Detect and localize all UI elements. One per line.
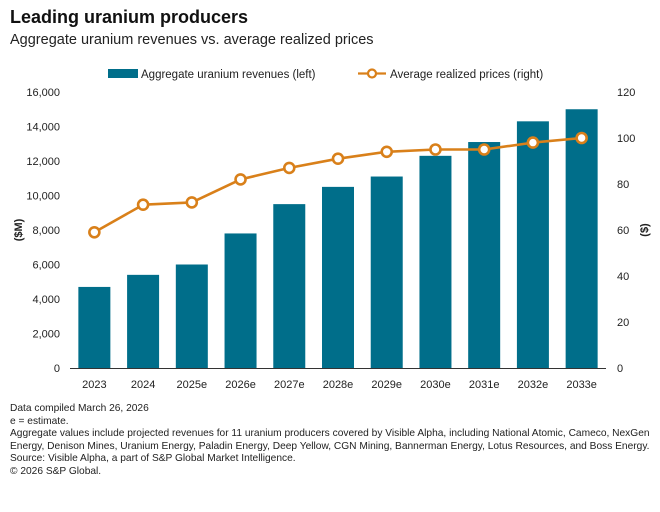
x-tick-label: 2026e [225,379,256,391]
note-aggregate: Aggregate values include projected reven… [10,428,650,452]
right-tick-label: 100 [617,133,635,145]
left-tick-label: 0 [54,363,60,375]
revenue-bar [419,155,452,368]
revenue-bar [468,142,501,368]
legend-bar-swatch [108,69,138,78]
left-tick-label: 12,000 [26,156,60,168]
left-axis-title: ($M) [13,218,25,241]
combo-chart: Aggregate uranium revenues (left) Average… [13,68,651,391]
right-axis-title: ($) [639,223,651,237]
price-point [575,131,588,145]
line-series [88,131,588,239]
right-tick-label: 120 [617,87,635,99]
right-tick-label: 60 [617,225,629,237]
left-tick-label: 2,000 [32,329,60,341]
footnotes: Data compiled March 26, 2026 e = estimat… [10,403,655,479]
revenue-bar [127,274,160,368]
x-tick-label: 2027e [274,379,305,391]
x-tick-label: 2028e [323,379,354,391]
price-point [526,136,540,149]
left-tick-label: 4,000 [32,294,60,306]
axis-labels: 0 2,000 4,000 6,000 8,000 10,000 12,000 14,000 1… [13,87,651,391]
price-point [136,198,150,211]
right-tick-label: 80 [617,179,629,191]
x-tick-label: 2033e [566,379,597,391]
chart-subtitle: Aggregate uranium revenues vs. average r… [10,32,374,48]
price-point [185,196,199,209]
revenue-bar [175,264,208,368]
x-tick-label: 2025e [177,379,208,391]
x-tick-label: 2023 [82,379,106,391]
x-tick-label: 2024 [131,379,155,391]
x-tick-label: 2029e [371,379,402,391]
bar-series [78,109,598,368]
left-tick-label: 8,000 [32,225,60,237]
left-tick-label: 14,000 [26,122,60,134]
revenue-bar [78,286,111,368]
x-tick-label: 2032e [518,379,549,391]
price-point [88,226,101,239]
legend: Aggregate uranium revenues (left) Average… [108,68,543,81]
price-point [380,145,394,159]
left-tick-label: 16,000 [26,87,60,99]
revenue-bar [565,109,598,368]
legend-bar-label: Aggregate uranium revenues (left) [141,69,316,81]
left-tick-label: 6,000 [32,260,60,272]
legend-line-label: Average realized prices (right) [390,69,543,81]
price-point [282,161,296,175]
chart-title: Leading uranium producers [10,7,249,27]
revenue-bar [370,176,403,368]
price-point [429,143,442,156]
right-tick-label: 0 [617,363,623,375]
price-point [331,152,345,165]
revenue-bar [224,233,257,368]
note-estimate: e = estimate. [10,415,69,427]
price-point [234,173,247,186]
revenue-bar [322,186,354,368]
note-compiled: Data compiled March 26, 2026 [10,403,149,414]
note-source: Source: Visible Alpha, a part of S&P Glo… [10,453,296,465]
right-tick-label: 40 [617,271,629,283]
revenue-bar [273,204,306,368]
price-point [477,143,491,156]
legend-line-marker [366,68,378,79]
revenue-bar [516,121,549,368]
note-copyright: © 2026 S&P Global. [10,465,102,477]
x-tick-label: 2031e [469,379,500,391]
x-tick-label: 2030e [420,379,451,391]
right-tick-label: 20 [617,317,629,329]
left-tick-label: 10,000 [26,191,60,203]
